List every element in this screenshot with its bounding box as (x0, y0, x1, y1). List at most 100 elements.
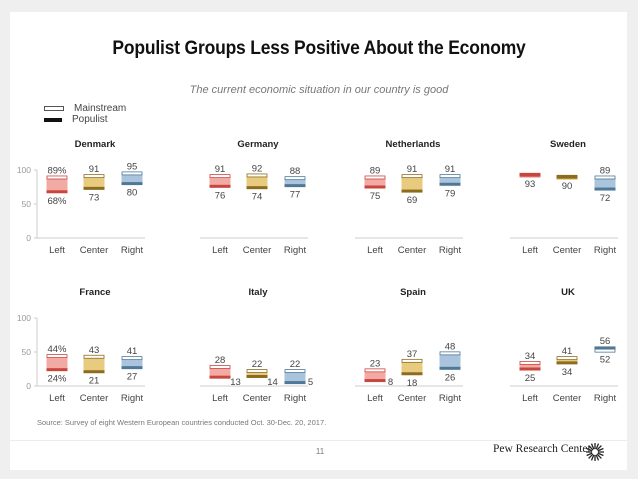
data-label-top: 41 (127, 346, 138, 357)
data-label-bottom: 25 (525, 373, 536, 384)
populist-marker (364, 185, 386, 189)
mainstream-marker (439, 351, 461, 356)
data-label-top: 89 (600, 165, 611, 176)
data-label-bottom: 79 (445, 188, 456, 199)
range-bar-left (364, 177, 386, 187)
data-label-bottom: 52 (600, 355, 611, 366)
brand-name: Pew Research Center (493, 443, 592, 455)
legend-label: Mainstream (74, 103, 127, 114)
range-bar-right (439, 353, 461, 369)
range-bar-center (401, 176, 423, 192)
x-tick-label: Left (367, 245, 383, 256)
chart-subtitle: The current economic situation in our co… (189, 84, 449, 96)
x-tick-label: Center (243, 245, 272, 256)
mainstream-marker (209, 365, 231, 369)
x-tick-label: Center (398, 245, 427, 256)
data-label-bottom: 18 (407, 378, 418, 389)
x-tick-label: Center (243, 393, 272, 404)
mainstream-marker (556, 356, 578, 361)
range-bar-right (594, 177, 616, 190)
x-tick-label: Right (594, 393, 617, 404)
populist-marker (46, 368, 68, 372)
data-label-bottom: 80 (127, 188, 138, 199)
data-label-bottom: 26 (445, 372, 456, 383)
range-bar-center (83, 176, 105, 189)
mainstream-marker (401, 358, 423, 363)
populist-marker (46, 190, 68, 194)
data-label-top: 37 (407, 349, 418, 360)
y-tick-label: 100 (17, 165, 31, 175)
populist-marker (556, 175, 578, 179)
x-tick-label: Right (439, 393, 462, 404)
mainstream-marker (594, 348, 616, 353)
data-label-bottom: 77 (290, 190, 301, 201)
legend: Mainstream Populist (44, 103, 126, 125)
data-label-bottom: 74 (252, 192, 263, 203)
pew-logo-icon (586, 443, 604, 461)
x-tick-label: Center (553, 393, 582, 404)
mainstream-marker (121, 356, 143, 361)
data-label-top: 41 (562, 346, 573, 357)
legend-item-mainstream: Mainstream (44, 103, 126, 114)
mainstream-marker (284, 176, 306, 181)
data-label-bottom: 90 (562, 181, 573, 192)
page-title: Populist Groups Less Positive About the … (112, 38, 526, 59)
data-label-top: 91 (445, 164, 456, 175)
data-label-bottom: 69 (407, 195, 418, 206)
x-tick-label: Left (49, 245, 65, 256)
populist-marker (439, 182, 461, 186)
panel-title-denmark: Denmark (75, 139, 116, 150)
range-bar-left (46, 356, 68, 370)
x-tick-label: Left (522, 393, 538, 404)
range-bar-left (46, 177, 68, 192)
y-tick-label: 0 (26, 381, 31, 391)
data-label-bottom: 5 (308, 377, 313, 388)
populist-marker (556, 361, 578, 365)
panel-title-netherlands: Netherlands (386, 139, 441, 150)
populist-marker (594, 346, 616, 350)
data-label-bottom: 34 (562, 367, 573, 378)
mainstream-marker (401, 174, 423, 179)
panel-title-germany: Germany (237, 139, 279, 150)
range-bar-center (556, 358, 578, 363)
x-tick-label: Right (121, 393, 144, 404)
x-tick-label: Left (367, 393, 383, 404)
data-label-top: 88 (290, 166, 301, 177)
range-bar-center (246, 175, 268, 188)
populist-marker (594, 187, 616, 191)
mainstream-marker (519, 360, 541, 365)
data-label-top: 43 (89, 345, 100, 356)
populist-marker (121, 366, 143, 370)
data-label-bottom: 8 (388, 377, 393, 388)
data-label-top: 56 (600, 336, 611, 347)
x-tick-label: Left (212, 393, 228, 404)
populist-marker (209, 184, 231, 188)
data-label-top: 92 (252, 163, 263, 174)
data-label-top: 95 (127, 161, 138, 172)
populist-marker (284, 381, 306, 385)
y-tick-label: 0 (26, 233, 31, 243)
mainstream-swatch-icon (44, 106, 64, 111)
populist-marker (401, 372, 423, 376)
x-tick-label: Right (284, 393, 307, 404)
panel-title-spain: Spain (400, 287, 426, 298)
range-bar-center (246, 371, 268, 377)
data-label-top: 91 (215, 164, 226, 175)
range-bar-left (364, 370, 386, 381)
populist-marker (83, 186, 105, 190)
slide-background (10, 12, 627, 470)
data-label-bottom: 14 (267, 377, 278, 388)
legend-item-populist: Populist (44, 114, 126, 125)
footer-divider (10, 440, 627, 441)
mainstream-marker (246, 173, 268, 178)
range-bar-right (284, 371, 306, 383)
populist-marker (246, 374, 268, 378)
x-tick-label: Right (594, 245, 617, 256)
populist-swatch-icon (44, 117, 62, 122)
range-bar-left (209, 366, 231, 378)
range-bar-right (121, 358, 143, 368)
x-tick-label: Center (553, 245, 582, 256)
populist-marker (519, 173, 541, 177)
populist-marker (83, 370, 105, 374)
x-tick-label: Left (49, 393, 65, 404)
